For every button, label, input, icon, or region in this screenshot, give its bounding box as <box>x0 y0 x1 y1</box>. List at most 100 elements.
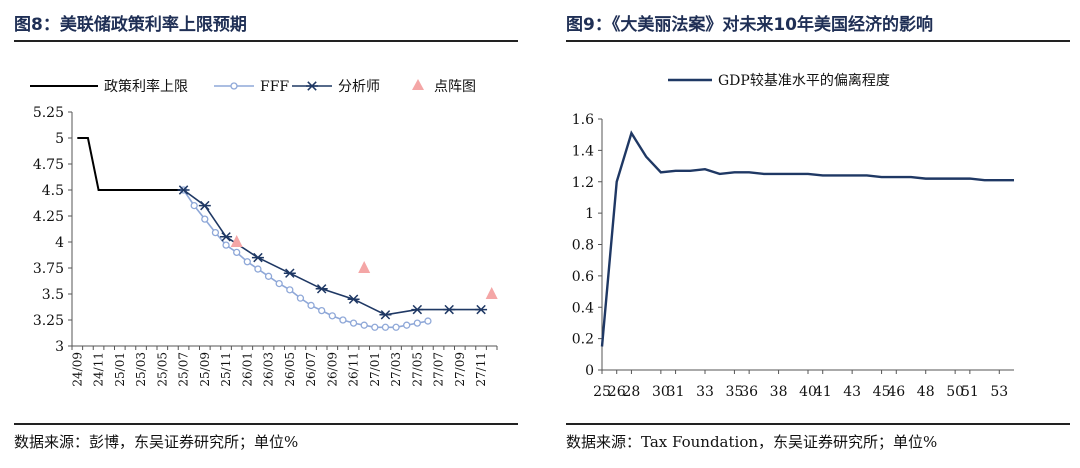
analyst-marker <box>198 200 211 211</box>
x-tick-label: 27/07 <box>432 352 446 387</box>
x-tick-label: 51 <box>961 384 979 400</box>
analyst-marker <box>220 232 233 242</box>
fff-marker <box>201 215 209 223</box>
x-tick-label: 25/07 <box>177 352 191 387</box>
x-tick-label: 27/09 <box>453 352 467 387</box>
x-tick-label: 25/03 <box>134 352 148 387</box>
left-top-rule <box>14 40 518 42</box>
x-tick-label: 26/03 <box>262 352 276 387</box>
x-tick-label: 26/07 <box>304 352 318 387</box>
x-tick-label: 45 <box>873 384 891 400</box>
legend-triangle-marker <box>412 79 424 90</box>
legend-item-1: 政策利率上限 <box>30 78 188 95</box>
gdp-deviation-line <box>600 130 1014 347</box>
dot-plot-marker <box>230 235 243 247</box>
fff-marker <box>403 321 411 329</box>
x-tick-label: 40 <box>799 384 817 400</box>
fff-marker <box>211 228 220 237</box>
y-tick-label: 0.4 <box>572 300 594 316</box>
legend-item-2: FFF <box>214 79 289 95</box>
legend-item-4: 点阵图 <box>412 79 476 95</box>
fff-marker <box>243 258 251 266</box>
series-line-2 <box>182 189 429 329</box>
x-tick-label: 30 <box>652 384 670 400</box>
right-panel-title: 图9：《大美丽法案》对未来10年美国经济的影响 <box>566 15 933 35</box>
y-tick-label: 3.75 <box>33 261 64 277</box>
x-tick-label: 36 <box>740 384 758 400</box>
right-bottom-rule <box>566 423 1070 425</box>
x-tick-label: 27/01 <box>368 352 382 387</box>
right-panel-source: 数据来源：Tax Foundation，东吴证券研究所；单位% <box>566 433 938 451</box>
legend-label: 分析师 <box>338 79 380 95</box>
analyst-marker <box>379 310 392 320</box>
x-tick-label: 28 <box>623 384 641 400</box>
series-line-3 <box>183 189 482 316</box>
y-tick-label: 0.6 <box>572 269 594 285</box>
fff-marker <box>222 241 230 249</box>
x-tick-label: 25/09 <box>198 352 212 387</box>
fff-marker <box>264 272 273 280</box>
y-tick-label: 0.8 <box>572 238 594 254</box>
legend-item-3: 分析师 <box>292 79 380 95</box>
fff-marker <box>296 294 305 302</box>
x-tick-label: 25/11 <box>219 352 233 387</box>
fff-marker <box>307 301 315 310</box>
fff-marker <box>392 323 400 331</box>
x-tick-label: 38 <box>770 384 788 400</box>
y-tick-label: 3.5 <box>42 287 64 303</box>
y-tick-label: 4 <box>55 235 64 251</box>
legend-item-gdp: GDP较基准水平的偏离程度 <box>668 72 890 89</box>
analyst-marker <box>347 294 360 304</box>
left-bottom-rule <box>14 423 518 425</box>
x-tick-label: 25/05 <box>155 352 169 387</box>
x-tick-label: 24/09 <box>70 352 84 387</box>
fff-marker <box>190 201 198 210</box>
x-tick-label: 25 <box>593 384 611 400</box>
x-tick-label: 31 <box>667 384 685 400</box>
analyst-marker <box>283 268 296 278</box>
legend-label: FFF <box>260 79 289 95</box>
fff-marker <box>349 319 358 327</box>
legend-star-marker <box>306 81 318 91</box>
legend-circle-marker <box>230 82 238 90</box>
x-tick-label: 35 <box>726 384 744 400</box>
fff-marker <box>371 323 379 331</box>
y-tick-label: 3.25 <box>33 313 64 329</box>
analyst-marker <box>177 185 190 195</box>
dot-plot-marker <box>358 261 371 273</box>
x-tick-label: 27/11 <box>474 352 488 387</box>
x-tick-label: 46 <box>887 384 905 400</box>
fff-marker <box>254 265 262 273</box>
legend-label: 点阵图 <box>434 79 476 95</box>
fff-marker <box>360 321 368 329</box>
fed-rate-chart: 3 3.25 3.5 3.75 4 4.25 4.5 4.75 5 5.25 24/09 24/11 2… <box>30 78 498 387</box>
x-tick-label: 25/01 <box>113 352 127 387</box>
y-tick-label: 0 <box>585 363 594 379</box>
y-tick-label: 4.75 <box>33 157 64 173</box>
fff-marker <box>413 319 421 327</box>
y-tick-label: 0.2 <box>572 332 594 348</box>
fff-marker <box>339 316 347 324</box>
x-tick-label: 26/05 <box>283 352 297 387</box>
fff-marker <box>318 306 326 315</box>
x-tick-label: 26/01 <box>240 352 254 387</box>
y-tick-label: 1.6 <box>572 112 594 128</box>
fff-marker <box>424 317 432 325</box>
x-tick-label: 33 <box>696 384 714 400</box>
analyst-marker <box>443 304 456 315</box>
x-tick-label: 26/11 <box>347 352 361 387</box>
x-tick-label: 24/11 <box>92 352 106 387</box>
analyst-marker <box>475 304 488 315</box>
fff-marker <box>286 286 294 294</box>
x-tick-label: 48 <box>917 384 935 400</box>
y-tick-label: 5 <box>55 131 64 147</box>
y-tick-label: 1 <box>585 206 594 222</box>
y-tick-label: 5.25 <box>33 105 64 121</box>
y-tick-label: 1.4 <box>572 143 594 159</box>
x-tick-label: 27/03 <box>389 352 403 387</box>
dot-plot-marker <box>485 287 498 299</box>
analyst-marker <box>315 284 328 294</box>
right-top-rule <box>566 40 1070 42</box>
left-panel: 图8：美联储政策利率上限预期 3 3.25 3.5 3.75 4 4.25 4.5 4.75 5… <box>0 0 528 468</box>
